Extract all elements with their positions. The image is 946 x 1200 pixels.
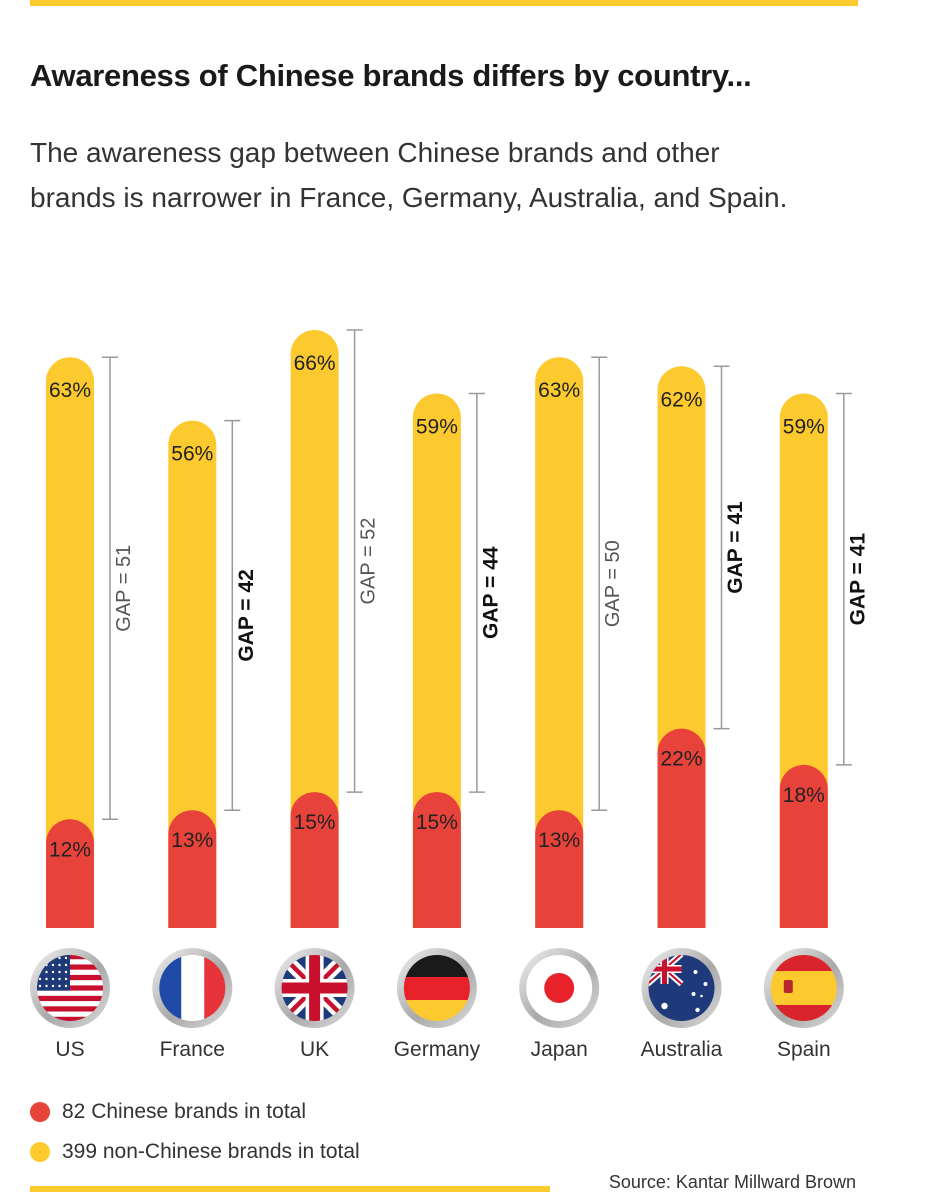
bar-chinese-japan: [535, 810, 584, 928]
bar-chinese-spain: [779, 764, 828, 928]
category-label-france: France: [160, 1038, 225, 1061]
bar-non-chinese-germany: [412, 393, 461, 928]
value-label-non-chinese-germany: 59%: [416, 415, 458, 438]
value-label-non-chinese-japan: 63%: [538, 379, 580, 402]
gap-label-spain: GAP = 41: [846, 533, 869, 626]
bottom-accent-rule: [30, 1186, 550, 1192]
value-label-chinese-japan: 13%: [538, 829, 580, 852]
value-label-non-chinese-us: 63%: [49, 379, 91, 402]
uk-flag-icon: [281, 955, 348, 1021]
value-label-non-chinese-france: 56%: [171, 443, 213, 466]
source-note: Source: Kantar Millward Brown: [608, 1172, 856, 1192]
category-label-germany: Germany: [394, 1038, 481, 1061]
bar-non-chinese-japan: [535, 357, 584, 929]
bar-chinese-france: [168, 810, 217, 928]
gap-label-uk: GAP = 52: [358, 518, 380, 605]
bar-non-chinese-us: [46, 357, 94, 929]
japan-flag-icon: [526, 955, 593, 1021]
category-label-spain: Spain: [777, 1038, 831, 1061]
bar-non-chinese-uk: [290, 330, 339, 928]
bar-chinese-australia: [657, 728, 706, 928]
value-label-chinese-spain: 18%: [783, 784, 825, 807]
chart-title: Awareness of Chinese brands differs by c…: [30, 58, 752, 93]
red-dot-icon: [30, 1102, 50, 1122]
france-flag-icon: [159, 955, 226, 1021]
value-label-chinese-germany: 15%: [416, 811, 458, 834]
australia-flag-icon: [648, 955, 715, 1021]
bar-non-chinese-france: [168, 420, 217, 928]
legend-label-non-chinese: 399 non-Chinese brands in total: [62, 1140, 360, 1163]
yellow-dot-icon: [30, 1142, 50, 1162]
gap-label-us: GAP = 51: [113, 545, 135, 632]
category-label-uk: UK: [300, 1038, 329, 1061]
value-label-chinese-uk: 15%: [294, 811, 336, 834]
category-label-japan: Japan: [531, 1038, 588, 1061]
value-label-chinese-us: 12%: [49, 838, 91, 861]
value-label-non-chinese-australia: 62%: [660, 388, 702, 411]
gap-label-japan: GAP = 50: [602, 540, 624, 627]
chart-subtitle: The awareness gap between Chinese brands…: [30, 137, 788, 213]
bar-chinese-us: [46, 819, 94, 928]
top-accent-rule: [30, 0, 858, 6]
category-label-australia: Australia: [641, 1038, 723, 1061]
chart-legend: 82 Chinese brands in total 399 non-Chine…: [30, 1092, 360, 1172]
category-label-us: US: [55, 1038, 84, 1061]
legend-item-chinese: 82 Chinese brands in total: [30, 1092, 360, 1132]
legend-item-non-chinese: 399 non-Chinese brands in total: [30, 1132, 360, 1172]
value-label-non-chinese-uk: 66%: [294, 352, 336, 375]
germany-flag-icon: [403, 955, 470, 1021]
legend-label-chinese: 82 Chinese brands in total: [62, 1100, 306, 1123]
value-label-non-chinese-spain: 59%: [783, 415, 825, 438]
gap-label-australia: GAP = 41: [724, 501, 747, 594]
bar-chinese-germany: [412, 792, 461, 928]
gap-label-germany: GAP = 44: [479, 546, 502, 639]
value-label-chinese-france: 13%: [171, 829, 213, 852]
value-label-chinese-australia: 22%: [660, 748, 702, 771]
awareness-bar-chart: 63% 12% GAP = 51 US 56% 13% GAP = 42 France 66% 1…: [30, 329, 869, 1061]
bar-chinese-uk: [290, 792, 339, 928]
gap-label-france: GAP = 42: [235, 569, 258, 661]
